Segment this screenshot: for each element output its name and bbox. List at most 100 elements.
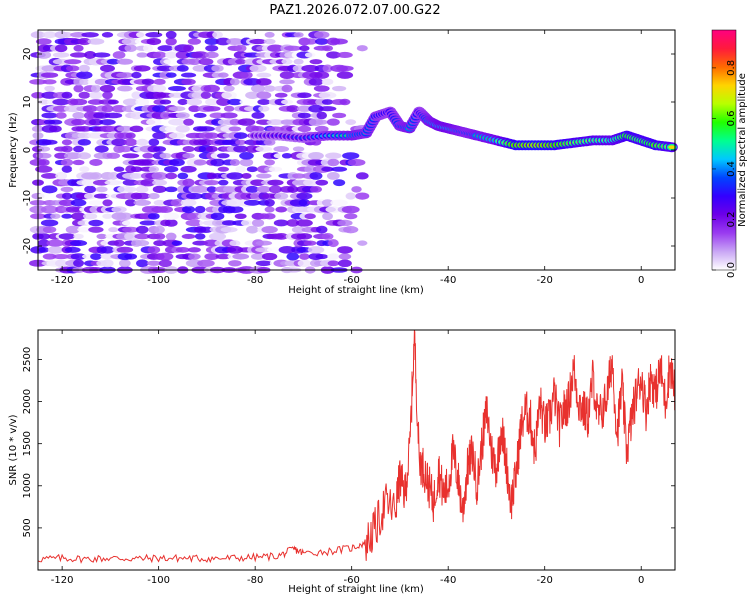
heatmap-cell (193, 159, 207, 166)
heatmap-cell (93, 193, 110, 199)
heatmap-cell (100, 253, 115, 260)
heatmap-cell (71, 118, 86, 126)
heatmap-cell (175, 50, 190, 59)
heatmap-cell (73, 233, 84, 240)
y-tick-label: 2000 (22, 389, 33, 414)
heatmap-cell (229, 240, 241, 247)
heatmap-cell (193, 112, 207, 118)
heatmap-cell (124, 186, 137, 192)
heatmap-cell (75, 126, 93, 132)
heatmap-cell (133, 65, 151, 72)
x-tick-label: -40 (440, 275, 456, 286)
heatmap-cell (177, 172, 189, 180)
heatmap-cell (297, 112, 311, 119)
heatmap-cell (65, 65, 80, 72)
heatmap-cell (205, 145, 218, 153)
heatmap-cell (52, 58, 70, 65)
heatmap-cell (90, 84, 101, 93)
heatmap-cell (204, 180, 220, 186)
heatmap-cell (264, 159, 275, 166)
heatmap-cell (330, 199, 348, 207)
heatmap-cell (41, 91, 58, 99)
heatmap-cell (165, 30, 177, 39)
heatmap-cell (321, 199, 334, 207)
snr-y-ticks: 500 1000 1500 2000 2500 (22, 347, 675, 537)
heatmap-cell (139, 220, 157, 226)
heatmap-cell (171, 240, 183, 246)
heatmap-cell (106, 58, 120, 65)
heatmap-cell (176, 64, 189, 72)
heatmap-cell (255, 260, 272, 267)
heatmap-cell (337, 259, 352, 268)
heatmap-cell (315, 119, 328, 125)
heatmap-cell (337, 246, 353, 254)
heatmap-cell (88, 219, 104, 227)
heatmap-cell (264, 198, 275, 207)
heatmap-cell (183, 118, 194, 126)
heatmap-cell (292, 173, 306, 179)
y-tick-label: 10 (22, 96, 33, 109)
heatmap-cell (210, 158, 225, 167)
heatmap-cell (314, 38, 329, 45)
heatmap-cell (296, 192, 313, 200)
heatmap-cell (281, 84, 293, 93)
heatmap-cell (357, 240, 368, 246)
colorbar-tick-label: 0.6 (726, 110, 737, 126)
heatmap-cell (153, 240, 166, 247)
heatmap-cell (182, 145, 195, 153)
heatmap-cell (299, 253, 310, 260)
heatmap-cell (341, 205, 360, 214)
heatmap-cell (42, 253, 57, 260)
heatmap-cell (261, 252, 278, 261)
heatmap-cell (55, 259, 68, 268)
heatmap-cell (129, 125, 144, 133)
heatmap-cell (84, 185, 97, 194)
heatmap-cell (216, 153, 230, 159)
heatmap-cell (322, 64, 333, 73)
heatmap-cell (60, 158, 74, 167)
heatmap-cell (198, 139, 214, 146)
heatmap-cell (220, 226, 238, 233)
heatmap-cell (296, 233, 313, 240)
heatmap-cell (216, 98, 231, 106)
heatmap-cell (286, 105, 300, 113)
heatmap-cell (286, 219, 300, 227)
heatmap-cell (37, 233, 51, 240)
heatmap-cell (233, 145, 249, 153)
heatmap-cell (264, 206, 275, 213)
heatmap-cell (337, 219, 353, 227)
heatmap-cell (125, 132, 136, 139)
heatmap-cell (217, 166, 229, 172)
heatmap-cell (215, 253, 232, 260)
heatmap-cell (37, 146, 51, 152)
heatmap-cell (309, 59, 323, 65)
figure-title: PAZ1.2026.072.07.00.G22 (269, 3, 440, 18)
heatmap-cell (73, 259, 84, 268)
heatmap-cell (154, 225, 165, 234)
heatmap-cell (318, 91, 337, 99)
heatmap-cell (50, 213, 61, 219)
heatmap-cell (152, 131, 167, 140)
heatmap-cell (196, 126, 215, 132)
heatmap-cell (326, 171, 340, 180)
heatmap-cell (40, 219, 59, 227)
heatmap-cell (194, 205, 206, 214)
heatmap-cell (169, 158, 185, 167)
heatmap-cell (38, 99, 50, 105)
snr-x-axis-label: Height of straight line (km) (288, 584, 424, 595)
heatmap-cell (180, 199, 197, 207)
heatmap-cell (36, 50, 52, 59)
heatmap-cell (330, 38, 348, 45)
heatmap-cell (104, 180, 123, 186)
heatmap-cell (134, 233, 151, 240)
heatmap-cell (237, 118, 256, 126)
heatmap-cell (101, 104, 114, 113)
heatmap-cell (309, 186, 322, 193)
heatmap-cell (235, 165, 247, 173)
heatmap-cell (142, 44, 154, 53)
heatmap-cell (92, 52, 111, 58)
x-tick-label: -80 (247, 275, 263, 286)
heatmap-cell (71, 212, 86, 221)
heatmap-cell (233, 132, 248, 139)
colorbar-ticks: 0.0 0.2 0.4 0.6 0.8 (712, 60, 737, 278)
